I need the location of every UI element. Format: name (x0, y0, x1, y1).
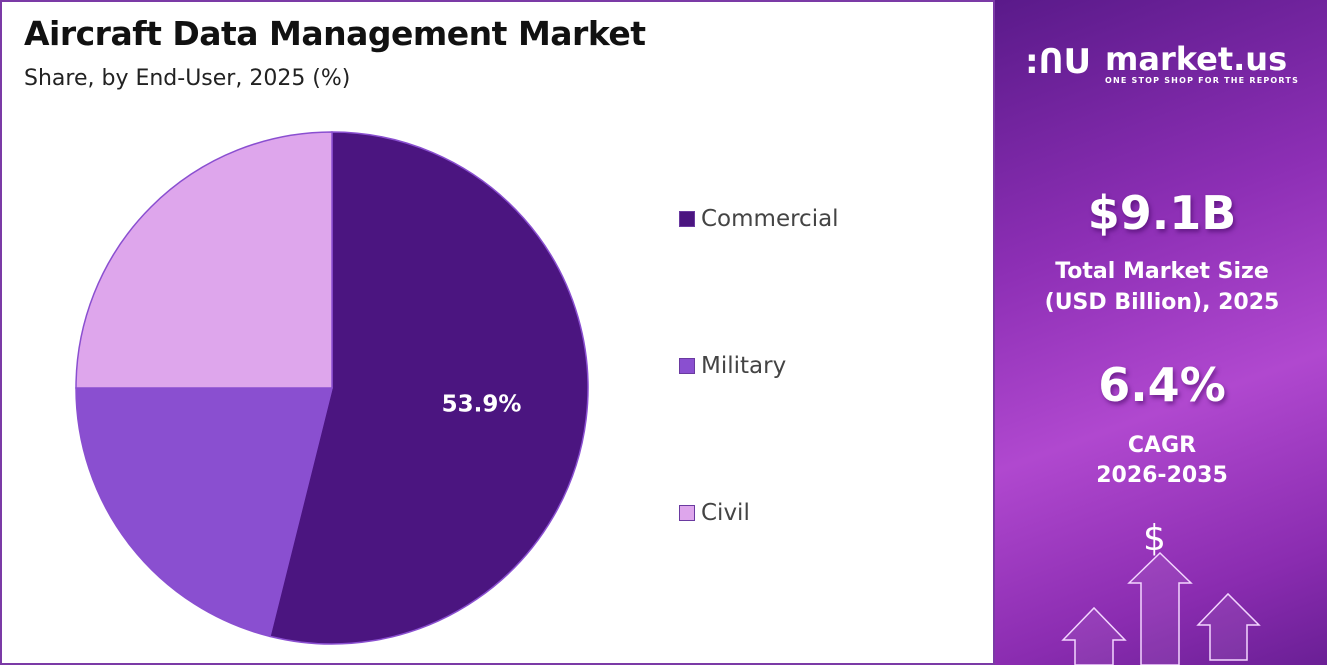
legend-swatch (679, 505, 695, 521)
legend-label: Military (701, 353, 787, 379)
logo-tagline: ONE STOP SHOP FOR THE REPORTS (1105, 76, 1300, 85)
market-us-logo: :ՈU market.us ONE STOP SHOP FOR THE REPO… (1025, 40, 1305, 90)
legend-item-commercial: Commercial (679, 206, 839, 232)
logo-text: market.us (1105, 40, 1288, 78)
market-size-label-1: Total Market Size (1055, 259, 1269, 284)
summary-panel: :ՈU market.us ONE STOP SHOP FOR THE REPO… (993, 0, 1327, 665)
pie-slice-commercial (268, 131, 589, 645)
cagr-label-1: CAGR (1127, 433, 1197, 458)
legend-label: Commercial (701, 206, 839, 232)
pie-slice-civil (75, 131, 333, 389)
legend-label: Civil (701, 500, 750, 526)
chart-subtitle: Share, by End-User, 2025 (%) (24, 66, 351, 91)
legend-swatch (679, 211, 695, 227)
legend-item-military: Military (679, 353, 786, 379)
legend-swatch (679, 358, 695, 374)
market-size-value: $9.1B (1087, 186, 1237, 240)
pie-slice-military (75, 387, 333, 638)
cagr-label-2: 2026-2035 (1096, 463, 1228, 488)
legend-item-civil: Civil (679, 500, 750, 526)
market-us-logo-icon: :ՈU (1025, 42, 1092, 82)
up-arrow-icon (1061, 551, 1261, 665)
dollar-icon: $ (1143, 518, 1166, 559)
pie-chart: 53.9% (75, 131, 589, 645)
cagr-value: 6.4% (1098, 358, 1226, 412)
data-label-commercial: 53.9% (442, 391, 522, 417)
chart-title: Aircraft Data Management Market (24, 14, 646, 53)
market-size-label-2: (USD Billion), 2025 (1044, 290, 1280, 315)
